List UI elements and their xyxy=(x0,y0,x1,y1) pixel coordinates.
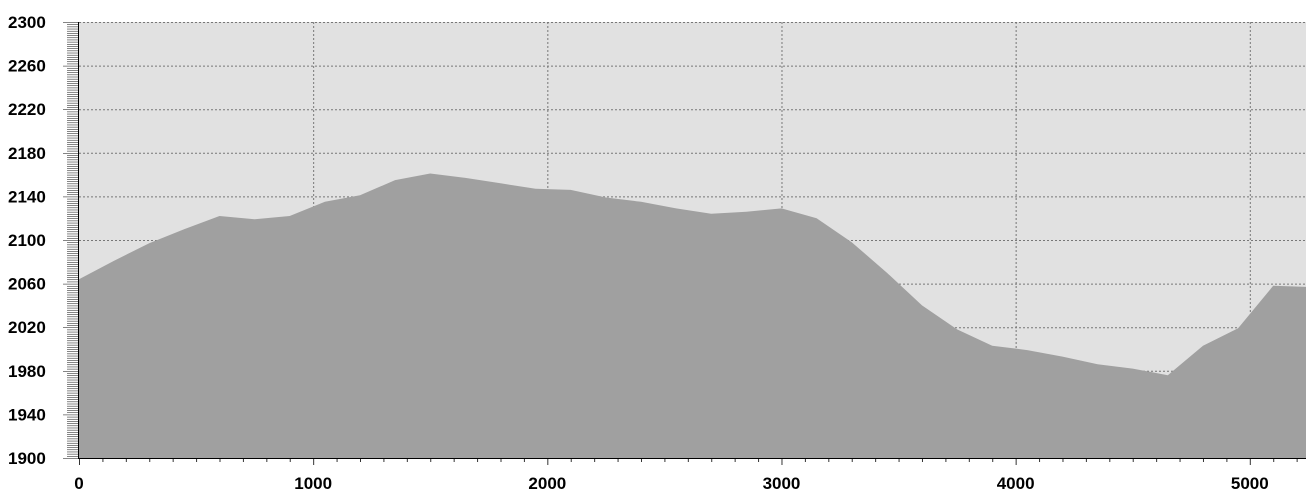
x-tick-label: 2000 xyxy=(528,474,566,493)
axes xyxy=(78,22,1306,459)
y-tick-label: 1900 xyxy=(8,449,46,468)
y-tick-label: 2020 xyxy=(8,318,46,337)
x-tick-labels: 0 1000 2000 3000 4000 5000 xyxy=(74,474,1268,493)
y-tick-label: 2100 xyxy=(8,231,46,250)
tick-marks xyxy=(63,22,1298,465)
y-tick-label: 2140 xyxy=(8,187,46,206)
y-tick-label: 2060 xyxy=(8,275,46,294)
elevation-area xyxy=(79,173,1306,458)
x-tick-label: 3000 xyxy=(763,474,801,493)
x-tick-label: 5000 xyxy=(1231,474,1269,493)
y-tick-label: 2300 xyxy=(8,13,46,32)
y-tick-label: 1940 xyxy=(8,405,46,424)
x-tick-label: 1000 xyxy=(294,474,332,493)
y-tick-label: 2180 xyxy=(8,144,46,163)
x-tick-label: 4000 xyxy=(997,474,1035,493)
y-tick-labels: 1900 1940 1980 2020 2060 2100 2140 2180 2220 2260… xyxy=(8,13,46,468)
y-tick-label: 2220 xyxy=(8,100,46,119)
y-tick-label: 1980 xyxy=(8,362,46,381)
y-tick-label: 2260 xyxy=(8,57,46,76)
x-tick-label: 0 xyxy=(74,474,83,493)
